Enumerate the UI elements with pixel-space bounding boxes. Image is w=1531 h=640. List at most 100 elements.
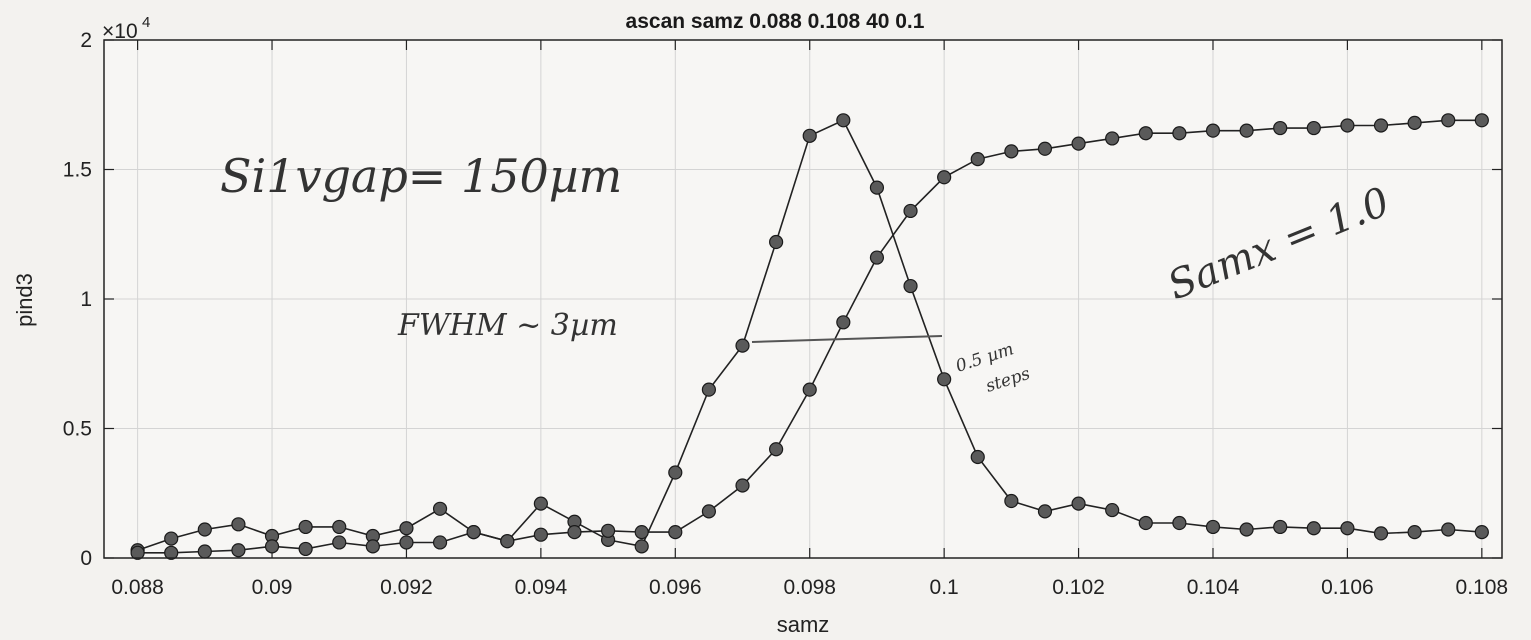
data-point <box>399 521 414 536</box>
x-tick-label: 0.098 <box>783 576 836 599</box>
data-point <box>197 522 212 537</box>
data-point <box>1239 522 1254 537</box>
data-point <box>1373 526 1389 541</box>
data-point <box>769 442 784 457</box>
x-tick-label: 0.1 <box>930 576 959 599</box>
data-point <box>1105 502 1120 518</box>
data-point <box>466 524 481 540</box>
data-point <box>1407 115 1422 130</box>
data-point <box>869 180 885 195</box>
note-fwhm: FWHM ~ 3µm <box>397 308 618 343</box>
data-point <box>1037 141 1053 156</box>
y-tick-label: 0.5 <box>63 418 92 441</box>
data-point <box>1105 131 1120 146</box>
x-tick-label: 0.106 <box>1321 576 1374 599</box>
y-exponent: ×10 4 <box>102 14 150 43</box>
data-point <box>298 519 313 535</box>
data-point <box>1373 118 1389 133</box>
x-tick-label: 0.108 <box>1456 576 1509 599</box>
data-point <box>1306 521 1321 536</box>
data-point <box>735 478 750 493</box>
data-point <box>903 278 918 294</box>
data-point <box>231 543 246 558</box>
data-point <box>970 152 985 167</box>
data-point <box>1306 120 1321 136</box>
chart-title: ascan samz 0.088 0.108 40 0.1 <box>626 10 925 33</box>
data-point <box>365 539 380 554</box>
note-gap: Si1vgap= 150µm <box>220 149 622 203</box>
data-point <box>1441 522 1456 537</box>
y-tick-label: 0 <box>80 547 92 570</box>
data-point <box>332 519 347 535</box>
series-group <box>130 113 1489 560</box>
data-point <box>802 128 817 143</box>
x-axis-label: samz <box>777 612 830 637</box>
y-tick-label: 2 <box>80 29 92 52</box>
data-point <box>399 535 414 550</box>
data-point <box>1004 493 1019 509</box>
data-point <box>869 250 885 265</box>
data-point <box>500 534 515 549</box>
y-tick-label: 1.5 <box>63 159 92 182</box>
data-point <box>836 113 851 128</box>
data-point <box>164 531 179 546</box>
x-tick-label: 0.094 <box>515 576 568 599</box>
data-point <box>836 315 851 330</box>
data-point <box>1071 496 1086 511</box>
data-point <box>1474 113 1489 128</box>
data-point <box>432 535 448 550</box>
data-point <box>769 234 784 250</box>
data-point <box>1172 515 1187 531</box>
data-point <box>1474 524 1489 540</box>
data-point <box>231 517 246 532</box>
data-point <box>264 539 280 554</box>
data-point <box>600 523 616 538</box>
data-point <box>1407 524 1422 540</box>
data-point <box>1138 515 1153 531</box>
y-tick-label: 1 <box>80 288 92 311</box>
data-point <box>634 524 649 540</box>
data-point <box>701 504 717 519</box>
data-point <box>1273 519 1288 535</box>
y-exponent-label: ×10 <box>102 20 138 43</box>
data-point <box>1205 123 1221 138</box>
data-point <box>298 541 313 557</box>
data-point <box>1441 113 1456 128</box>
x-tick-label: 0.088 <box>111 576 164 599</box>
data-point <box>1004 144 1019 159</box>
x-tick-label: 0.092 <box>380 576 433 599</box>
fwhm-marker-line <box>751 335 943 343</box>
data-point <box>1239 123 1254 138</box>
series-2 <box>130 113 1489 560</box>
x-tick-label: 0.104 <box>1187 576 1240 599</box>
data-point <box>1138 126 1153 141</box>
data-point <box>1340 118 1355 133</box>
data-point <box>164 545 179 560</box>
data-point <box>332 535 347 550</box>
data-point <box>668 524 683 540</box>
data-point <box>668 465 683 480</box>
data-point <box>1071 136 1086 151</box>
data-point <box>937 170 952 185</box>
data-point <box>197 544 212 559</box>
data-point <box>735 338 750 353</box>
data-point <box>567 524 582 540</box>
data-point <box>802 382 817 397</box>
x-axis: 0.088 0.09 0.092 0.094 0.096 0.098 0.1 0.102 0.1… <box>111 40 1508 599</box>
data-point <box>1037 504 1053 519</box>
data-point <box>1273 120 1288 136</box>
data-point <box>1172 126 1187 141</box>
data-point <box>1205 519 1221 535</box>
data-point <box>130 545 145 560</box>
data-point <box>533 527 548 542</box>
data-point <box>432 501 448 516</box>
data-point <box>701 382 717 397</box>
y-exponent-power: 4 <box>142 14 150 31</box>
x-tick-label: 0.096 <box>649 576 702 599</box>
data-point <box>970 449 985 465</box>
data-point <box>1340 521 1355 536</box>
data-point <box>903 203 918 219</box>
data-point <box>937 372 952 387</box>
x-tick-label: 0.09 <box>252 576 293 599</box>
